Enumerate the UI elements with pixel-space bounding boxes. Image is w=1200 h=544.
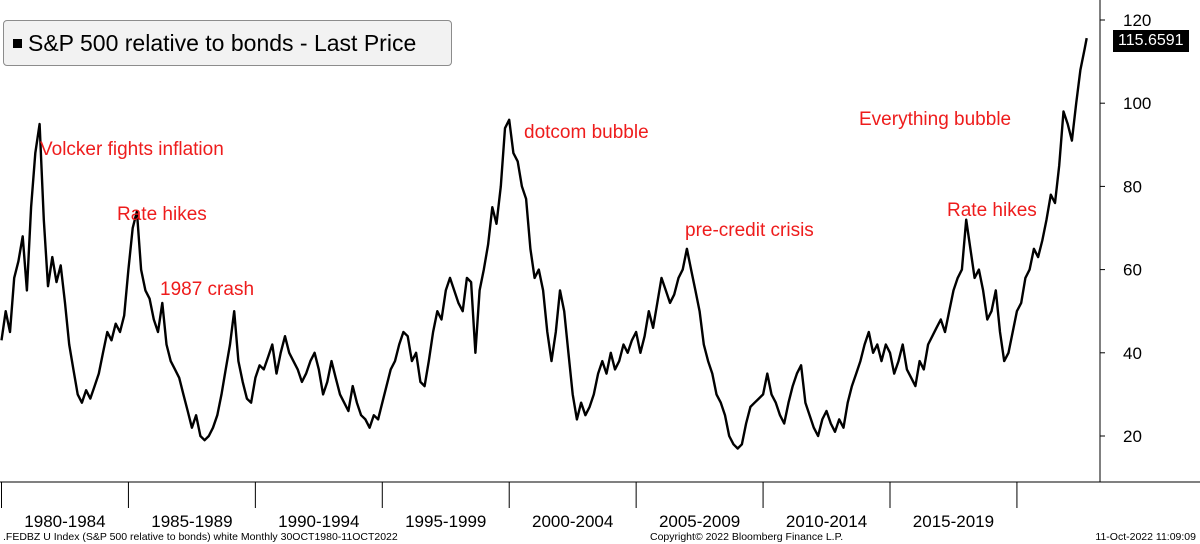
y-tick-label: 80 (1123, 177, 1142, 196)
series-line (0, 37, 1088, 450)
annotation-dotcom-bubble: dotcom bubble (524, 122, 649, 143)
legend-swatch (13, 38, 22, 48)
annotation-pre-credit-crisis: pre-credit crisis (685, 220, 814, 241)
y-tick-label: 60 (1123, 261, 1142, 280)
y-tick-label: 120 (1123, 11, 1151, 30)
x-period-label: 1985-1989 (151, 512, 232, 531)
x-period-label: 2015-2019 (913, 512, 994, 531)
legend: S&P 500 relative to bonds - Last Price (3, 20, 452, 66)
footer-timestamp: 11-Oct-2022 11:09:09 (1095, 531, 1196, 543)
x-period-label: 1980-1984 (24, 512, 105, 531)
footer-copyright: Copyright© 2022 Bloomberg Finance L.P. (650, 531, 844, 543)
annotation-everything-bubble: Everything bubble (859, 109, 1012, 130)
annotation-volcker: Volcker fights inflation (40, 139, 224, 160)
legend-label: S&P 500 relative to bonds - Last Price (28, 29, 417, 56)
y-tick-label: 100 (1123, 94, 1151, 113)
last-value-label: 115.6591 (1113, 30, 1189, 52)
annotation-rate-hikes-1984: Rate hikes (117, 204, 207, 225)
x-period-label: 2010-2014 (786, 512, 867, 531)
y-tick-label: 20 (1123, 427, 1142, 446)
x-period-label: 2000-2004 (532, 512, 613, 531)
x-period-label: 2005-2009 (659, 512, 740, 531)
y-tick-label: 40 (1123, 344, 1142, 363)
plot-area (0, 0, 1100, 482)
x-period-label: 1995-1999 (405, 512, 486, 531)
footer-ticker-info: .FEDBZ U Index (S&P 500 relative to bond… (3, 531, 398, 543)
x-period-label: 1990-1994 (278, 512, 359, 531)
annotation-rate-hikes-2018: Rate hikes (947, 200, 1037, 221)
annotation-1987-crash: 1987 crash (160, 279, 255, 300)
